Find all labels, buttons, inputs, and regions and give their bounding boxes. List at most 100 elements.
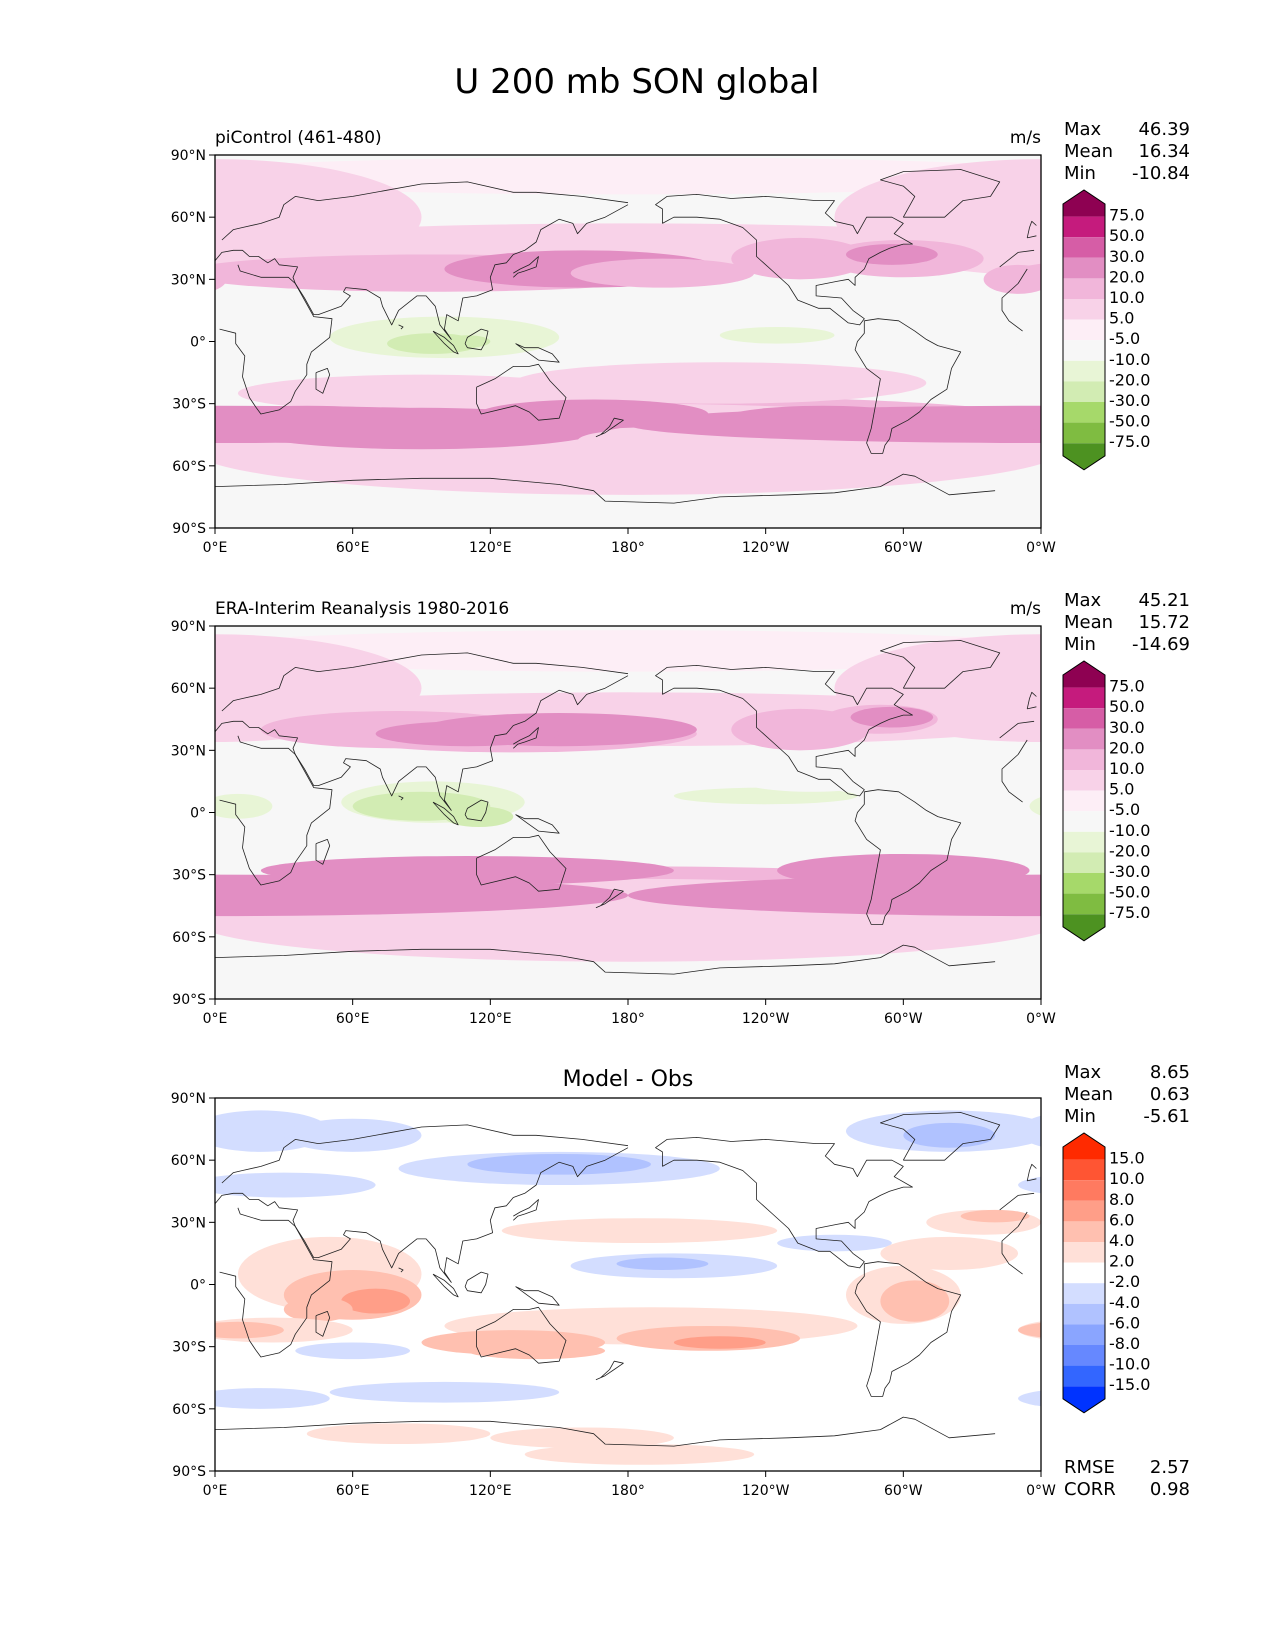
contour-region — [215, 322, 319, 352]
lat-tick-label: 90°N — [171, 1091, 206, 1107]
coastline — [215, 944, 996, 975]
coastline — [221, 1124, 1035, 1211]
coastline — [315, 839, 331, 865]
contour-region — [329, 1381, 560, 1403]
colorbar-bin — [1063, 1262, 1105, 1284]
stat-value: 2.57 — [1150, 1457, 1190, 1478]
stat-value: 0.63 — [1150, 1084, 1190, 1105]
coastlines — [215, 1112, 1037, 1447]
coastline — [655, 1137, 913, 1269]
contour-region — [673, 787, 858, 805]
contour-region — [983, 264, 1041, 294]
colorbar-label: 5.0 — [1109, 309, 1134, 328]
colorbar-label: 10.0 — [1109, 759, 1145, 778]
colorbar-label: 50.0 — [1109, 697, 1145, 716]
colorbar-label: 6.0 — [1109, 1210, 1134, 1229]
contour-region — [1018, 240, 1041, 257]
lon-tick-label: 180° — [611, 1011, 645, 1027]
lon-tick-label: 0°W — [1026, 1483, 1056, 1499]
colorbar-extend-top — [1063, 1133, 1105, 1160]
coastline — [432, 330, 459, 355]
colorbar-label: -8.0 — [1109, 1334, 1140, 1353]
contour-region — [880, 1280, 950, 1322]
contour-region — [215, 1388, 330, 1409]
colorbar-bin — [1063, 728, 1105, 750]
contour-region — [467, 1342, 606, 1360]
lon-tick-label: 0°E — [203, 1483, 228, 1499]
colorbar-label: -15.0 — [1109, 1375, 1150, 1394]
colorbar-bin — [1063, 340, 1105, 361]
colorbar-extend-bottom — [1063, 1386, 1105, 1413]
contour-region — [1018, 1176, 1041, 1194]
coastline — [1026, 1163, 1037, 1182]
coastline — [432, 801, 459, 826]
colorbar-bin — [1063, 749, 1105, 770]
colorbar-label: 4.0 — [1109, 1231, 1134, 1250]
colorbar-bin — [1063, 790, 1105, 812]
lon-tick-label: 60°E — [336, 1483, 370, 1499]
contour-region — [1018, 1322, 1041, 1338]
contour-region — [903, 1122, 996, 1148]
contour-region — [577, 430, 679, 452]
colorbar-bin — [1063, 1324, 1105, 1345]
coastline — [215, 473, 996, 504]
figure-title: U 200 mb SON global — [454, 62, 819, 102]
stat-label: CORR — [1064, 1479, 1116, 1500]
lon-tick-label: 60°W — [884, 1483, 923, 1499]
lon-tick-label: 60°E — [336, 540, 370, 556]
stat-label: Max — [1064, 1062, 1102, 1083]
lon-tick-label: 120°W — [742, 1483, 790, 1499]
lat-tick-label: 30°N — [171, 272, 206, 288]
colorbar-label: -10.0 — [1109, 821, 1150, 840]
colorbar-extend-bottom — [1063, 914, 1105, 941]
lat-tick-label: 60°N — [171, 210, 206, 226]
colorbar-extend-bottom — [1063, 443, 1105, 470]
contour-region — [880, 407, 1041, 433]
colorbar-label: 8.0 — [1109, 1190, 1134, 1209]
colorbar-label: -20.0 — [1109, 370, 1150, 389]
lat-tick-label: 30°S — [172, 1340, 206, 1356]
contour-region — [478, 399, 709, 429]
contour-region — [1018, 1390, 1041, 1407]
colorbar-label: -30.0 — [1109, 862, 1150, 881]
panel-title: piControl (461-480) — [215, 128, 382, 148]
colorbar-label: 15.0 — [1109, 1149, 1145, 1168]
coastline — [221, 181, 1035, 268]
coastline — [595, 1360, 624, 1381]
coastline — [215, 1416, 996, 1447]
coastline — [655, 194, 913, 326]
contour-region — [215, 412, 238, 429]
coastline — [219, 1207, 1028, 1358]
coastline — [854, 1261, 962, 1397]
coastline — [854, 789, 962, 925]
contour-region — [215, 710, 238, 728]
lon-tick-label: 120°W — [742, 540, 790, 556]
colorbar-label: 50.0 — [1109, 226, 1145, 245]
colorbar-bin — [1063, 708, 1105, 729]
contour-region — [215, 1121, 227, 1141]
colorbar-label: -50.0 — [1109, 412, 1150, 431]
stat-value: -5.61 — [1143, 1106, 1190, 1127]
colorbar-label: 20.0 — [1109, 267, 1145, 286]
coastline — [515, 814, 560, 834]
contour-region — [444, 335, 491, 348]
colorbar-bin — [1063, 770, 1105, 791]
contour-field — [215, 1110, 1041, 1465]
contour-region — [237, 374, 606, 412]
colorbar-bin — [1063, 278, 1105, 299]
contour-region — [570, 258, 755, 288]
colorbar-label: -5.0 — [1109, 800, 1140, 819]
lon-tick-label: 180° — [611, 1483, 645, 1499]
lat-tick-label: 60°S — [172, 930, 206, 946]
lon-tick-label: 60°W — [884, 540, 923, 556]
panel-title: Model - Obs — [563, 1067, 694, 1092]
colorbar-label: 20.0 — [1109, 738, 1145, 757]
colorbar-bin — [1063, 893, 1105, 915]
colorbar-label: 5.0 — [1109, 780, 1134, 799]
colorbar-bin — [1063, 237, 1105, 258]
contour-region — [283, 1296, 353, 1322]
stat-label: Max — [1064, 119, 1102, 140]
colorbar-bin — [1063, 422, 1105, 444]
coastline — [513, 256, 539, 278]
lon-tick-label: 180° — [611, 540, 645, 556]
